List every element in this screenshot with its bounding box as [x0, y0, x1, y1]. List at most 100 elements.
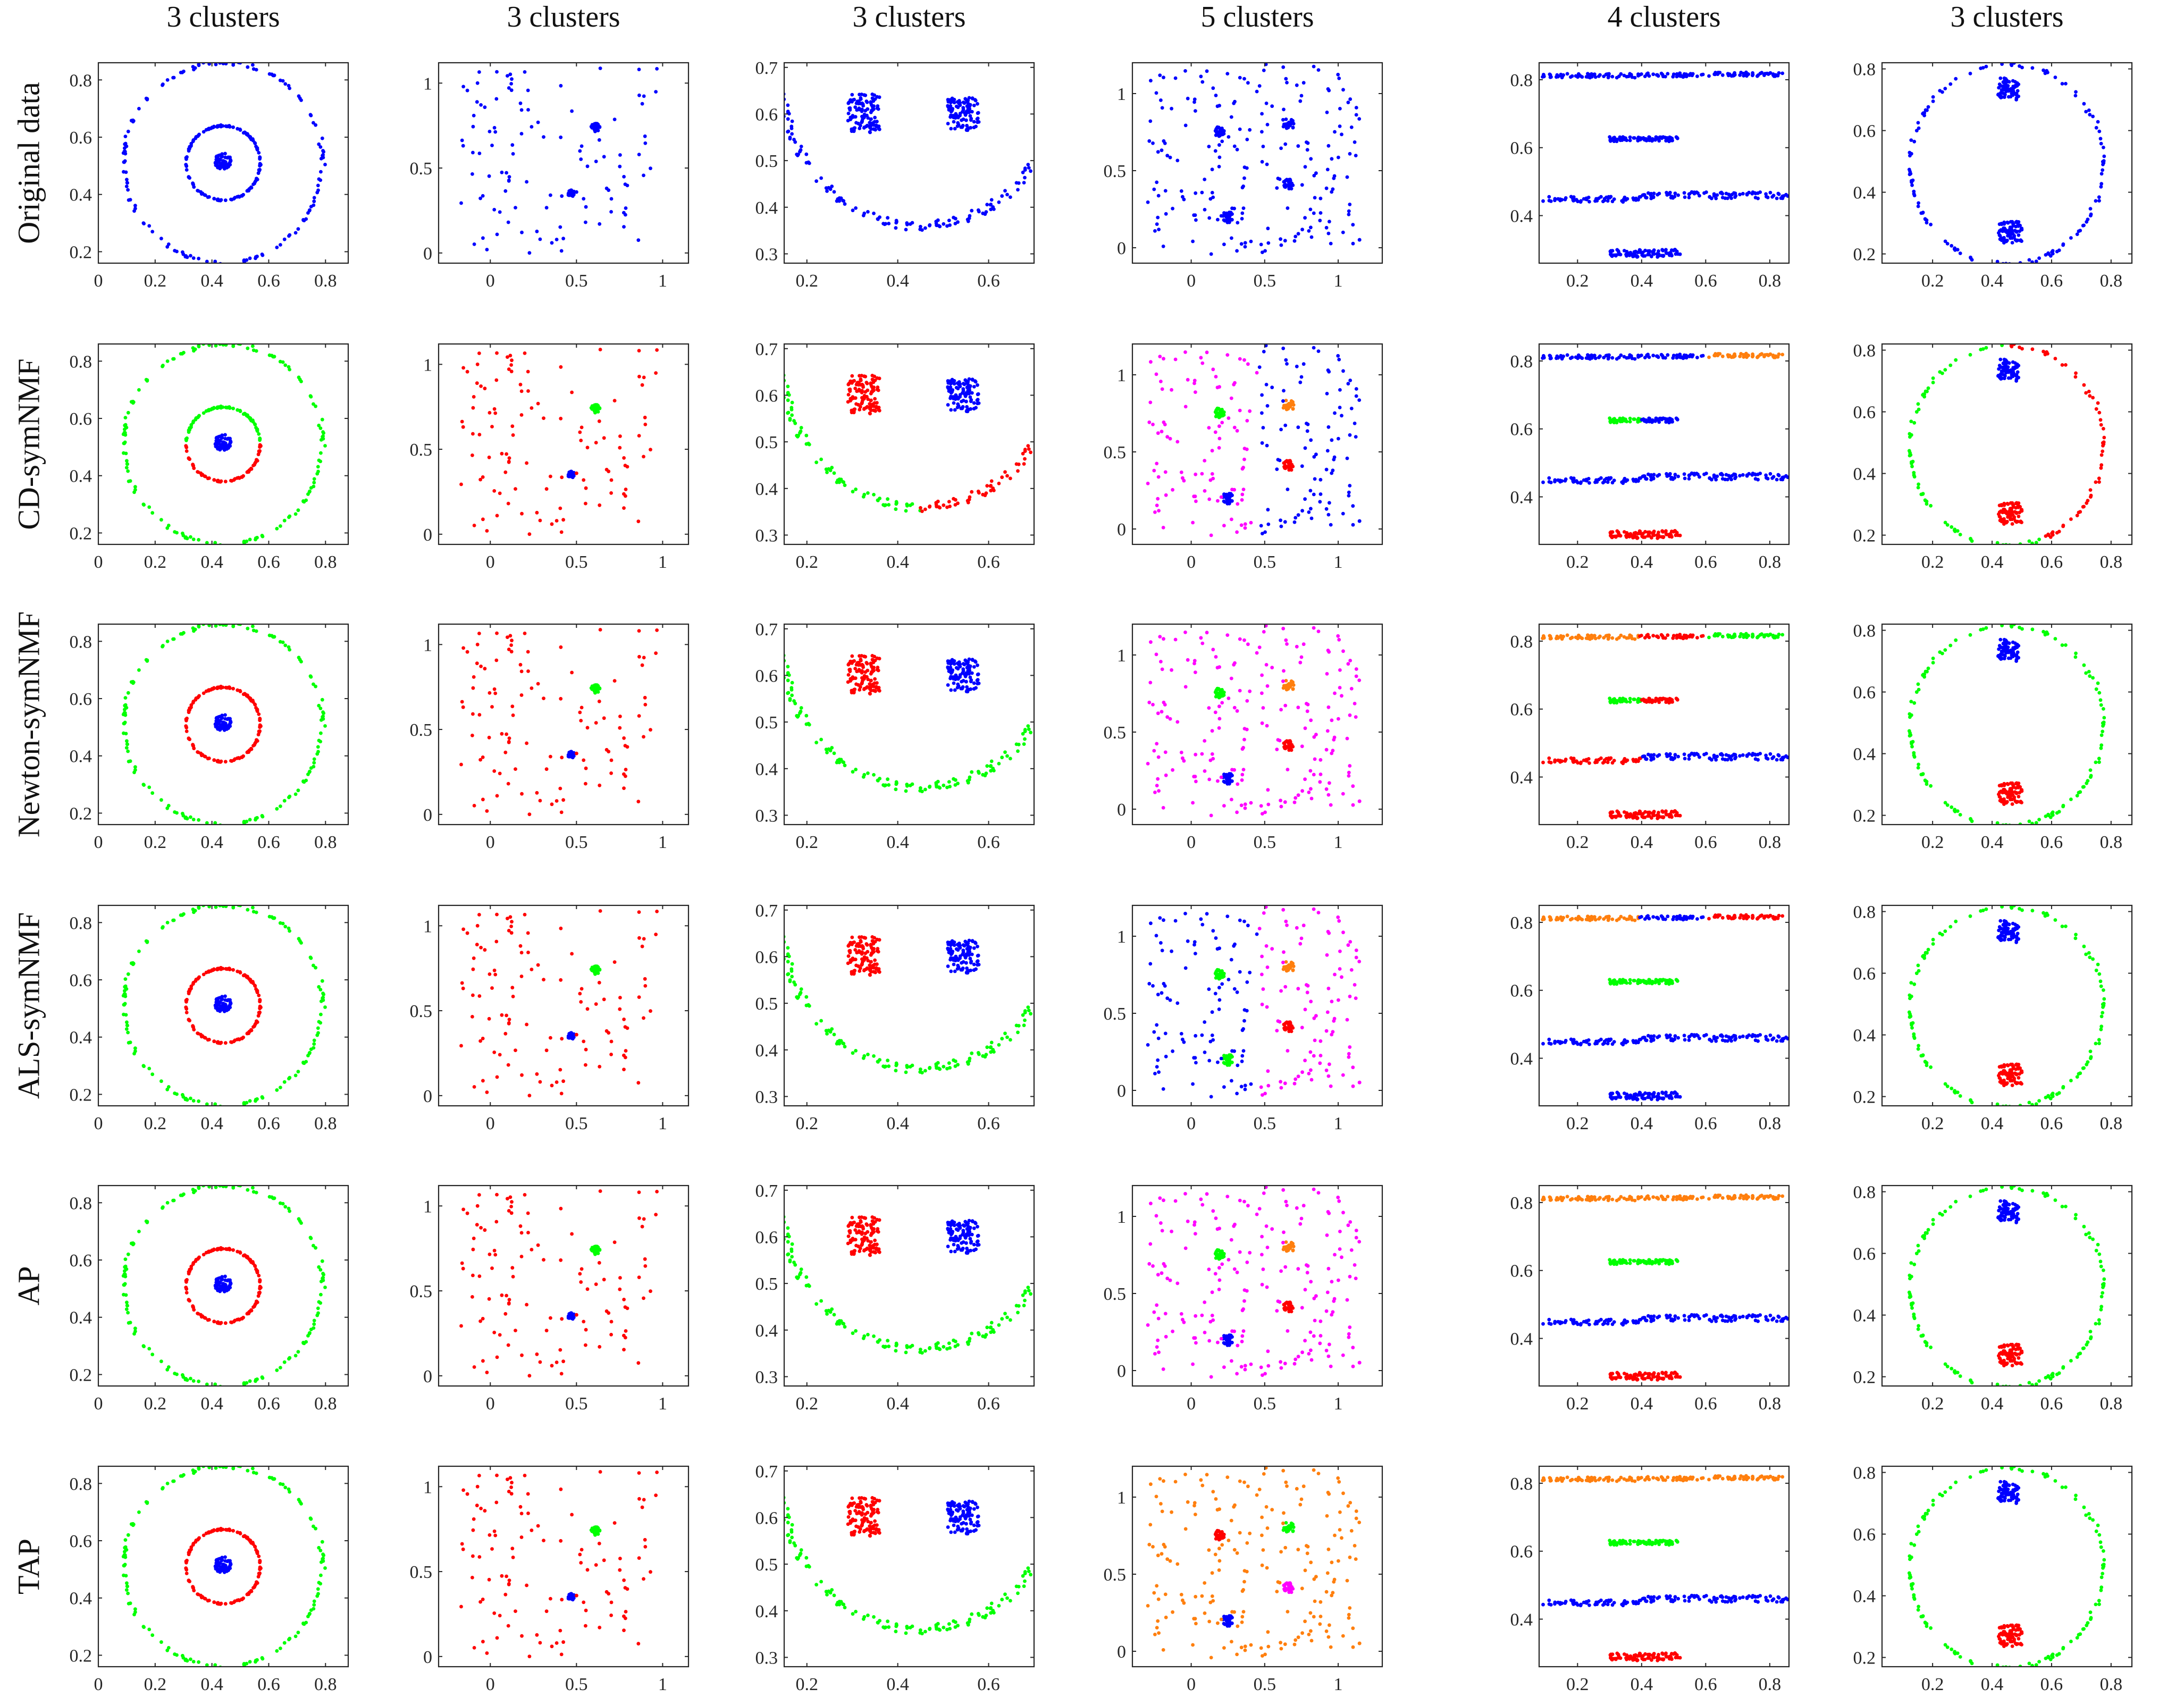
data-point [789, 408, 794, 411]
data-point [282, 518, 287, 523]
data-point [2011, 89, 2014, 93]
data-point [527, 251, 532, 255]
data-point [460, 138, 464, 142]
data-point [1157, 228, 1161, 231]
data-point [261, 534, 265, 539]
data-point [1742, 355, 1746, 359]
data-point [1644, 419, 1649, 423]
axes-frame [1131, 62, 1383, 264]
data-point [125, 739, 129, 743]
data-point [505, 171, 508, 175]
data-point [1998, 518, 2002, 523]
data-point [1610, 356, 1615, 360]
x-tick-label: 0.8 [1759, 552, 1782, 572]
data-point [189, 423, 194, 427]
data-point [144, 377, 148, 382]
data-point [1301, 81, 1306, 85]
data-point [953, 222, 957, 225]
data-point [919, 224, 922, 229]
y-tick-label: 0.6 [755, 105, 778, 124]
data-point [1296, 425, 1300, 430]
data-point [934, 502, 938, 507]
data-point [133, 768, 137, 772]
data-point [1249, 239, 1253, 243]
data-point [2053, 75, 2057, 79]
data-point [267, 353, 272, 357]
data-point [1618, 419, 1623, 424]
data-point [1345, 456, 1349, 460]
data-point [526, 389, 530, 393]
data-point [197, 537, 200, 542]
data-point [535, 510, 539, 515]
data-point [1348, 203, 1352, 206]
data-point [128, 198, 132, 202]
data-point [1351, 223, 1355, 227]
data-point [1318, 492, 1323, 496]
data-point [242, 540, 246, 544]
data-point [819, 176, 823, 180]
data-point [1022, 462, 1026, 466]
data-point [1324, 507, 1329, 511]
data-point [191, 464, 195, 467]
data-point [1055, 104, 1059, 107]
x-tick-label: 0 [486, 552, 495, 572]
data-point [866, 116, 870, 120]
data-point [790, 400, 794, 405]
data-point [1656, 474, 1660, 478]
data-point [1610, 535, 1614, 539]
data-point [949, 113, 953, 117]
data-point [1909, 453, 1913, 457]
data-point [1216, 499, 1220, 503]
data-point [180, 351, 184, 356]
data-point [1170, 388, 1174, 392]
data-point [1149, 360, 1153, 364]
data-point [1261, 145, 1265, 148]
data-point [493, 130, 498, 134]
data-point [974, 124, 978, 129]
data-point [946, 122, 950, 125]
data-point [1695, 356, 1699, 359]
data-point [2061, 523, 2065, 527]
data-point [807, 161, 811, 165]
data-point [2003, 519, 2006, 523]
y-tick-label: 0.6 [1510, 139, 1533, 158]
x-tick-label: 0.8 [314, 552, 337, 572]
data-point [214, 719, 219, 723]
data-point [1912, 471, 1916, 475]
data-point [2078, 510, 2082, 514]
data-point [121, 712, 125, 717]
data-point [609, 478, 614, 482]
data-point [1009, 195, 1012, 199]
data-point [549, 474, 552, 478]
data-point [1651, 195, 1656, 199]
data-point [1636, 198, 1640, 202]
data-point [637, 349, 641, 352]
data-point [951, 99, 955, 103]
data-point [862, 687, 866, 691]
data-point [778, 85, 782, 89]
data-point [223, 717, 227, 721]
data-point [125, 459, 129, 463]
data-point [593, 686, 597, 690]
data-point [1641, 254, 1645, 258]
data-point [253, 141, 257, 145]
data-point [1305, 148, 1309, 152]
data-point [1541, 480, 1545, 484]
data-point [2060, 363, 2064, 367]
data-point [1969, 255, 1972, 259]
data-point [1296, 513, 1300, 517]
data-point [461, 425, 465, 429]
data-point [1023, 175, 1027, 180]
data-point [1995, 259, 2000, 263]
data-point [133, 765, 137, 769]
data-point [2002, 503, 2006, 507]
data-point [849, 659, 852, 663]
data-point [1922, 392, 1927, 396]
data-point [2091, 114, 2095, 119]
data-point [1303, 165, 1307, 169]
data-point [789, 127, 794, 130]
data-point [536, 682, 540, 686]
data-point [866, 107, 870, 111]
data-point [1332, 455, 1337, 459]
data-point [869, 381, 873, 385]
